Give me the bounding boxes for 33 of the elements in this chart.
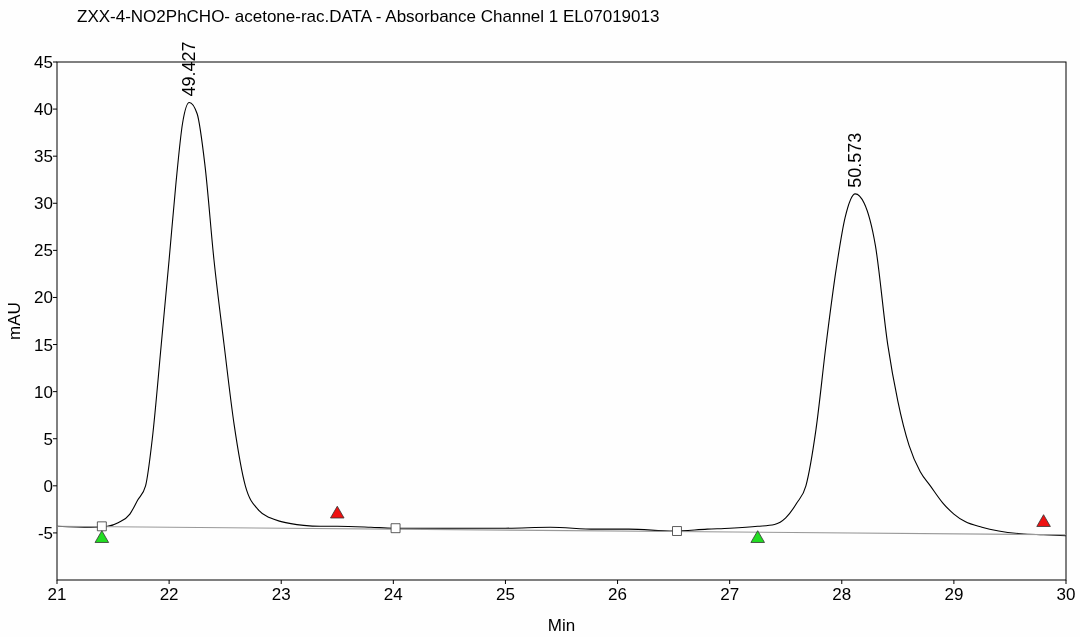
y-tick-label: 35 [34,147,53,167]
y-tick-label: 5 [43,429,53,449]
x-tick-label: 21 [47,585,67,604]
x-tick-label: 25 [495,585,515,604]
y-tick-label: 0 [43,476,53,496]
x-tick-label: 29 [944,585,964,604]
x-tick-label: 26 [608,585,628,604]
y-tick-label: 20 [34,288,53,308]
point [1036,514,1051,527]
chart-title: ZXX-4-NO2PhCHO- acetone-rac.DATA - Absorbance Channel 1 EL07019013 [77,7,660,26]
y-tick-label: 10 [34,382,53,402]
point [390,523,401,534]
point [94,530,110,543]
x-axis-title: Min [547,616,576,635]
annotation: 50.573 [845,132,866,188]
x-tick-label: 23 [271,585,291,604]
point [330,505,345,519]
point [750,530,765,543]
point [672,526,682,536]
x-tick-label: 22 [159,585,179,604]
y-tick-label: -5 [37,523,53,543]
y-tick-label: 40 [34,100,53,120]
x-tick-label: 27 [720,585,740,604]
y-axis-title: mAU [5,302,24,340]
y-tick-label: 30 [34,194,53,214]
annotation: 49.427 [179,41,200,97]
x-tick-label: 24 [383,585,403,604]
x-tick-label: 30 [1056,585,1076,604]
y-tick-label: 45 [34,53,53,72]
point [96,521,107,532]
x-tick-label: 28 [832,585,852,604]
y-tick-label: 25 [34,241,53,261]
y-tick-label: 15 [34,335,53,355]
